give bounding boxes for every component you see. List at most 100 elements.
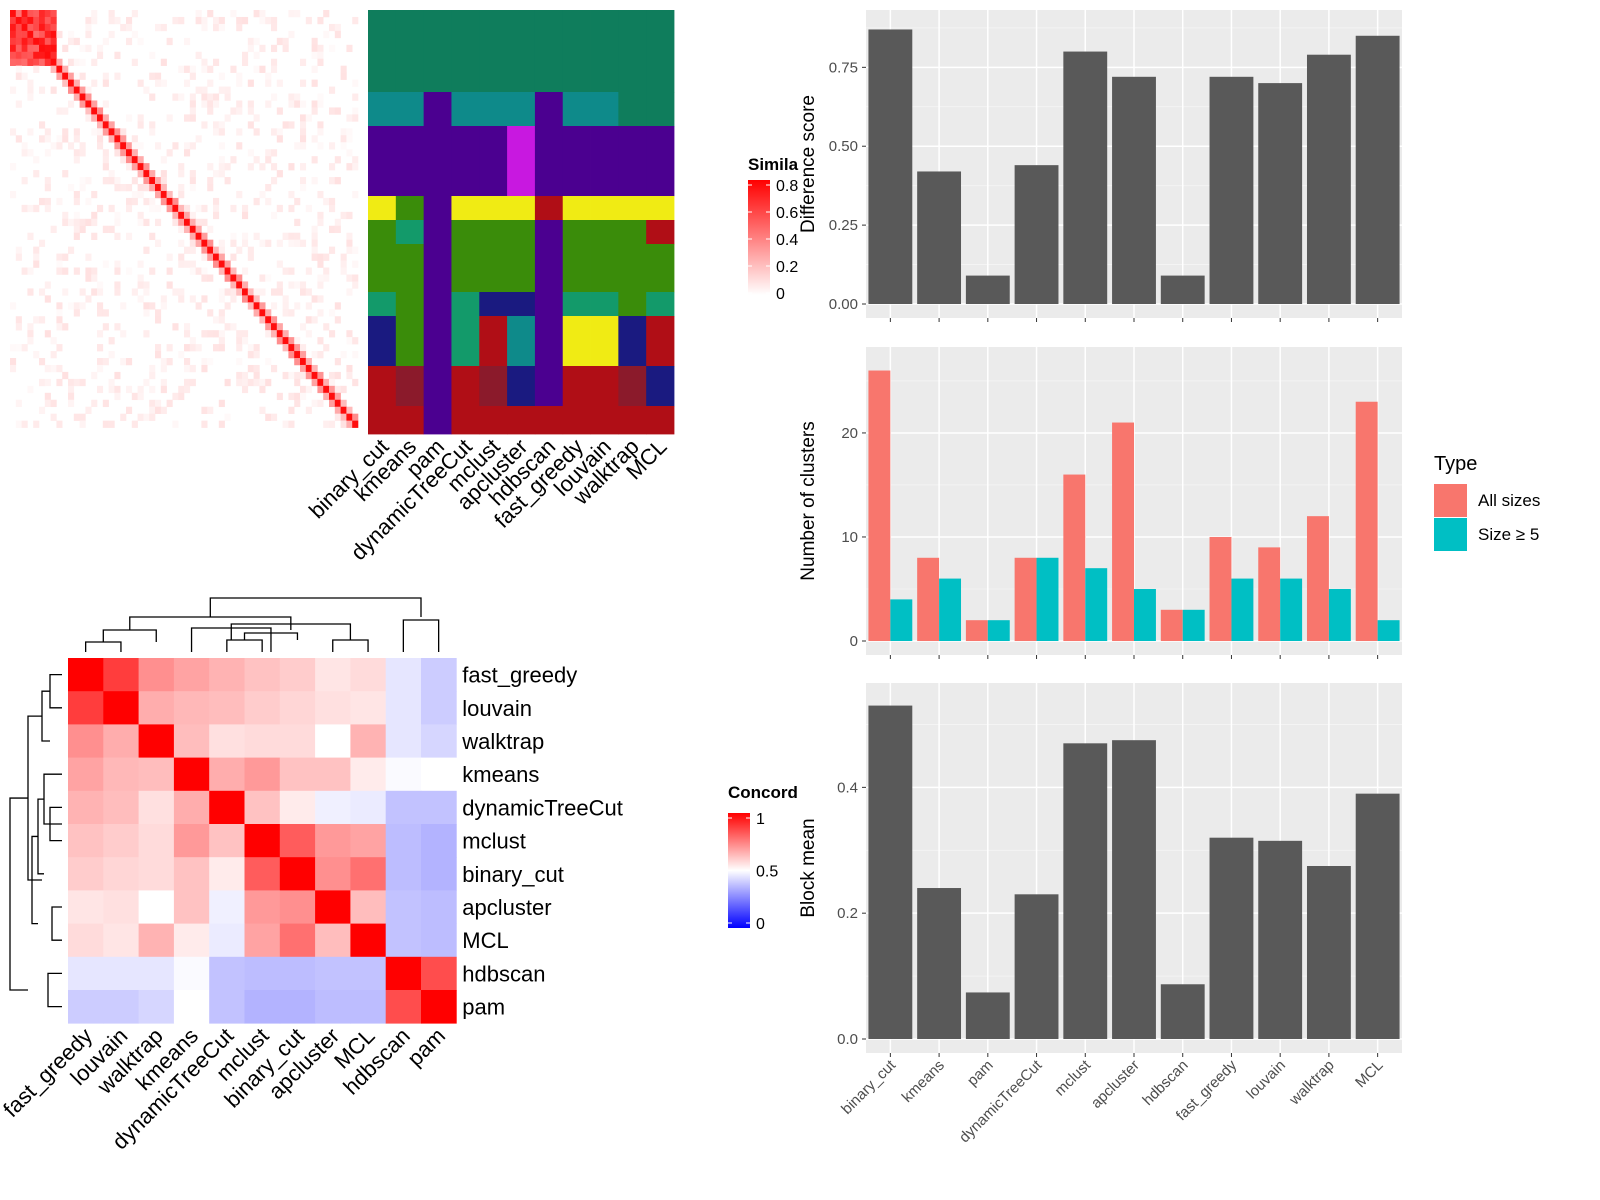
cluster-cell [368, 244, 397, 293]
concordance-cell [173, 691, 210, 725]
similarity-cell [85, 100, 92, 108]
cluster-cell [395, 316, 425, 367]
similarity-cell [10, 44, 17, 53]
similarity-cell [201, 232, 208, 240]
similarity-cell [172, 392, 179, 401]
similarity-cell [213, 128, 220, 136]
similarity-cell [213, 197, 220, 206]
similarity-cell [207, 184, 214, 192]
similarity-cell [33, 253, 40, 261]
similarity-cell [334, 413, 341, 421]
y-axis-title: Block mean [798, 818, 819, 917]
similarity-cell [282, 295, 289, 303]
concordance-legend-title: Concord [728, 783, 798, 802]
similarity-cell [317, 93, 324, 101]
similarity-cell [85, 30, 92, 39]
similarity-cell [236, 107, 243, 115]
cluster-cell [646, 126, 675, 197]
similarity-cell [73, 197, 80, 206]
similarity-cell [300, 351, 307, 359]
cluster-cell [646, 316, 675, 367]
similarity-cell [160, 23, 167, 32]
similarity-cell [184, 204, 191, 213]
similarity-cell [352, 246, 359, 254]
cluster-cell [618, 292, 647, 317]
concordance-cell [68, 990, 104, 1024]
similarity-cell [114, 281, 121, 289]
similarity-cell [294, 10, 301, 18]
similarity-cell [79, 44, 86, 53]
similarity-cell [201, 58, 208, 66]
similarity-cell [201, 100, 208, 108]
similarity-cell [340, 142, 347, 150]
similarity-cell [91, 190, 98, 199]
similarity-cell [44, 399, 51, 408]
similarity-cell [282, 232, 289, 240]
similarity-cell [189, 93, 196, 101]
similarity-cell [44, 135, 51, 143]
similarity-cell [276, 37, 283, 46]
similarity-cell [56, 260, 63, 268]
similarity-cell [207, 177, 214, 185]
similarity-cell [91, 211, 98, 220]
similarity-cell [346, 330, 353, 338]
legend-swatch [1434, 484, 1467, 517]
similarity-cell [288, 93, 295, 101]
similarity-cell [294, 142, 301, 150]
similarity-cell [218, 23, 225, 32]
cluster-cell [395, 244, 425, 293]
similarity-cell [230, 281, 237, 289]
similarity-cell [300, 135, 307, 143]
cluster-cell [451, 292, 480, 317]
similarity-cell [108, 135, 115, 143]
similarity-cell [39, 16, 46, 25]
similarity-cell [79, 218, 86, 227]
similarity-cell [62, 72, 69, 80]
similarity-cell [73, 225, 80, 234]
concordance-cell [421, 890, 457, 924]
concordance-cell [138, 824, 175, 858]
similarity-cell [311, 364, 318, 373]
cluster-cell [451, 196, 480, 221]
similarity-cell [207, 253, 214, 261]
similarity-cell [300, 100, 307, 108]
similarity-cell [300, 392, 307, 401]
similarity-cell [149, 385, 156, 394]
legend-swatch [1434, 518, 1467, 551]
concordance-cell [315, 691, 351, 725]
bar-size-ge-5 [1280, 578, 1303, 641]
concordance-cell [244, 923, 281, 958]
y-tick-label: 0 [850, 633, 858, 650]
bar-all-sizes [1063, 474, 1086, 641]
similarity-cell [178, 385, 185, 394]
similarity-cell [102, 309, 109, 317]
similarity-cell [178, 288, 185, 296]
similarity-cell [62, 44, 69, 53]
concordance-row-label: hdbscan [462, 961, 545, 986]
similarity-cell [27, 323, 34, 331]
similarity-cell [85, 295, 92, 303]
similarity-cell [253, 128, 260, 136]
similarity-cell [271, 65, 278, 73]
x-tick-label: mclust [1051, 1056, 1094, 1099]
cluster-cell [590, 292, 619, 317]
similarity-cell [346, 114, 353, 122]
similarity-cell [33, 44, 40, 53]
similarity-cell [276, 135, 283, 143]
concordance-cell [315, 923, 351, 958]
similarity-matrix [10, 10, 359, 434]
similarity-cell [149, 184, 156, 192]
similarity-cell [288, 281, 295, 289]
similarity-cell [73, 218, 80, 227]
similarity-cell [39, 10, 46, 18]
similarity-cell [201, 330, 208, 338]
similarity-cell [300, 385, 307, 394]
similarity-cell [62, 211, 69, 220]
concordance-cell [68, 691, 104, 725]
similarity-cell [253, 344, 260, 352]
similarity-cell [137, 211, 144, 220]
concordance-cell [209, 824, 245, 858]
cluster-cell [395, 126, 425, 197]
similarity-cell [68, 302, 75, 310]
